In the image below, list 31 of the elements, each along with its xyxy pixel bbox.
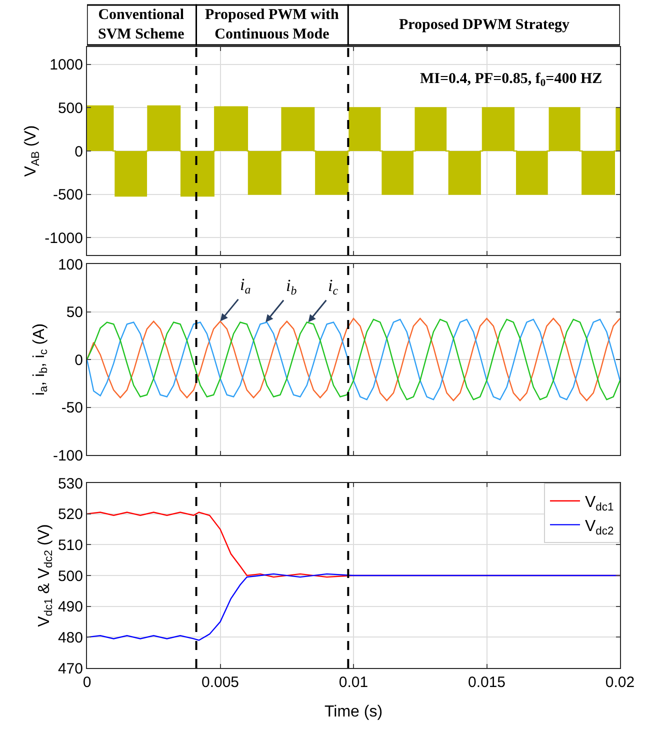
y-tick-label: -100 [52, 447, 83, 464]
y-tick-label: 480 [58, 629, 83, 646]
y-tick-label: 520 [58, 506, 83, 524]
x-axis-title: Time (s) [324, 704, 383, 721]
y-tick-label: 100 [58, 256, 83, 274]
x-tick-label: 0.01 [338, 674, 368, 691]
x-tick-label: 0.015 [468, 674, 506, 691]
legend-label: V$_{dc1}$ [585, 494, 614, 514]
y-tick-label: 490 [58, 598, 83, 616]
y-tick-label: -50 [61, 400, 83, 416]
y-tick-label: 470 [58, 660, 83, 678]
y-tick-label: 500 [58, 100, 83, 117]
text: Conventional SVM Scheme [98, 7, 185, 42]
x-tick-label: 0.02 [605, 674, 635, 691]
text: Proposed PWM with Continuous Mode [205, 7, 340, 42]
y-tick-label: 530 [58, 475, 83, 492]
annotation: i$_{c}$ [328, 276, 339, 298]
x-tick-label: 0.005 [201, 674, 240, 691]
y-tick-label: 510 [58, 536, 83, 554]
legend-label: V$_{dc2}$ [585, 518, 614, 538]
y-tick-label: -500 [52, 186, 83, 204]
y-tick-label: 1000 [50, 56, 83, 74]
annotation: MI=0.4, PF=0.85, f$_{0}$=400 HZ [420, 71, 602, 90]
annotation: i$_{b}$ [286, 276, 297, 298]
y-tick-label: 500 [58, 568, 83, 585]
y-tick-label: 0 [74, 352, 83, 369]
text: Proposed DPWM Strategy [399, 17, 570, 33]
annotation: i$_{a}$ [240, 275, 251, 297]
y-tick-label: 0 [74, 143, 83, 160]
y-tick-label: -1000 [44, 230, 83, 247]
y-tick-label: 50 [66, 304, 83, 321]
